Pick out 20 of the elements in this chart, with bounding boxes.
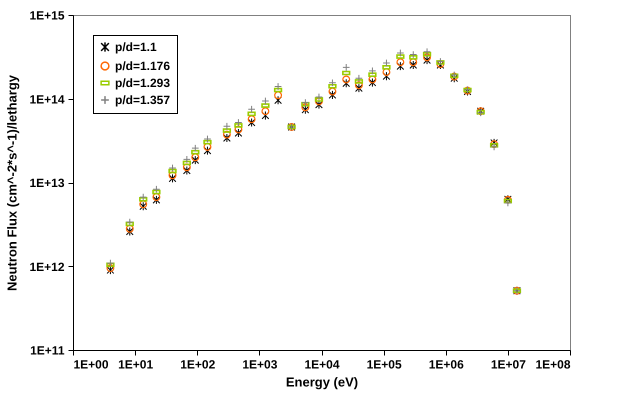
x-tick-label: 1E+08 (535, 358, 571, 372)
y-axis-title: Neutron Flux (cm^-2*s^-1)/lethargy (4, 74, 20, 291)
x-tick-label: 1E+02 (180, 358, 216, 372)
x-tick-label: 1E+03 (242, 358, 278, 372)
legend-label: p/d=1.1 (115, 40, 158, 54)
x-tick-label: 1E+07 (490, 358, 526, 372)
legend-label: p/d=1.357 (115, 93, 170, 107)
x-tick-label: 1E+04 (304, 358, 340, 372)
legend-label: p/d=1.176 (115, 59, 170, 73)
y-tick-label: 1E+12 (29, 260, 65, 274)
x-tick-label: 1E+00 (74, 358, 109, 372)
y-tick-label: 1E+15 (29, 8, 65, 22)
y-tick-label: 1E+14 (29, 92, 65, 106)
y-tick-label: 1E+13 (29, 176, 65, 190)
x-tick-label: 1E+06 (428, 358, 464, 372)
x-tick-label: 1E+01 (118, 358, 154, 372)
y-tick-label: 1E+11 (30, 344, 65, 358)
legend-label: p/d=1.293 (115, 76, 170, 90)
x-tick-label: 1E+05 (366, 358, 402, 372)
x-axis-title: Energy (eV) (286, 374, 358, 390)
